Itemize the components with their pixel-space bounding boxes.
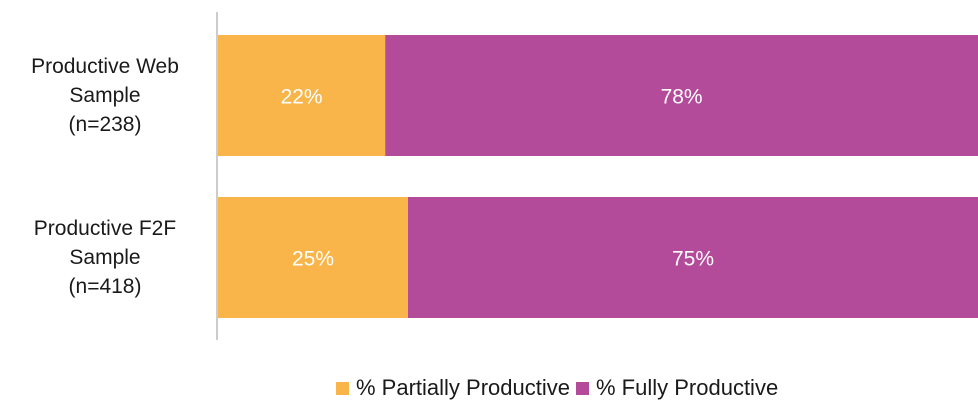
category-label-f2f: Productive F2F Sample (n=418) — [0, 214, 210, 301]
bar-segment — [218, 35, 386, 156]
bar-segment — [385, 35, 978, 156]
category-label-line: Sample — [69, 84, 141, 107]
category-label-line: Productive F2F — [33, 217, 177, 240]
category-label-line: (n=418) — [68, 275, 142, 298]
category-label-line: (n=238) — [68, 113, 142, 136]
bar-segment — [408, 197, 978, 318]
legend-item-partially: % Partially Productive — [336, 374, 570, 402]
bar-value-label: 75% — [672, 248, 714, 271]
legend-item-fully: % Fully Productive — [576, 374, 778, 402]
legend-label: % Fully Productive — [596, 375, 779, 400]
category-label-web: Productive Web Sample (n=238) — [0, 52, 210, 139]
legend-swatch — [576, 381, 589, 395]
legend-label: % Partially Productive — [356, 375, 570, 400]
legend-swatch — [336, 381, 349, 395]
bar-value-label: 25% — [292, 248, 334, 271]
category-label-line: Productive Web — [31, 55, 179, 78]
bar-value-label: 78% — [661, 86, 703, 109]
bar-value-label: 22% — [281, 86, 323, 109]
category-label-line: Sample — [69, 246, 141, 269]
bar-segment — [218, 197, 408, 318]
